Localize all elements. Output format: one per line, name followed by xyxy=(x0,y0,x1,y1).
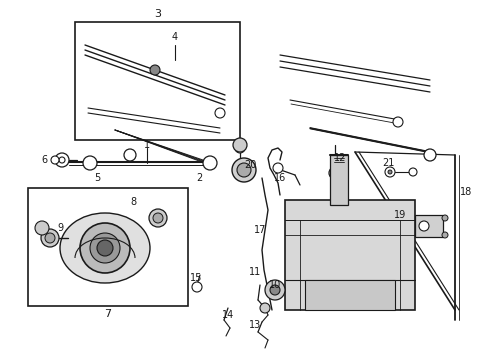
Text: 18: 18 xyxy=(460,187,472,197)
Circle shape xyxy=(265,280,285,300)
Bar xyxy=(330,155,348,205)
Circle shape xyxy=(80,223,130,273)
Bar xyxy=(305,280,395,310)
Text: 6: 6 xyxy=(41,155,47,165)
Circle shape xyxy=(203,156,217,170)
Circle shape xyxy=(233,138,247,152)
Bar xyxy=(415,215,443,237)
Circle shape xyxy=(419,221,429,231)
Bar xyxy=(75,22,240,140)
Text: 21: 21 xyxy=(382,158,394,168)
Circle shape xyxy=(90,233,120,263)
Text: 7: 7 xyxy=(104,309,112,319)
Ellipse shape xyxy=(60,213,150,283)
Circle shape xyxy=(273,163,283,173)
Text: 2: 2 xyxy=(196,173,202,183)
Text: 10: 10 xyxy=(269,280,281,290)
Text: 9: 9 xyxy=(57,223,63,233)
Circle shape xyxy=(409,168,417,176)
Circle shape xyxy=(393,117,403,127)
Bar xyxy=(28,188,188,306)
Circle shape xyxy=(59,157,65,163)
Text: 5: 5 xyxy=(94,173,100,183)
Circle shape xyxy=(235,143,245,153)
Circle shape xyxy=(385,167,395,177)
Circle shape xyxy=(35,221,49,235)
Text: 17: 17 xyxy=(254,225,266,235)
Circle shape xyxy=(238,146,242,150)
Circle shape xyxy=(124,149,136,161)
Bar xyxy=(285,200,415,310)
Text: 20: 20 xyxy=(244,160,256,170)
Text: 12: 12 xyxy=(334,153,346,163)
Text: 8: 8 xyxy=(130,197,136,207)
Text: 13: 13 xyxy=(249,320,261,330)
Text: 15: 15 xyxy=(190,273,202,283)
Circle shape xyxy=(55,153,69,167)
Circle shape xyxy=(442,232,448,238)
Circle shape xyxy=(41,229,59,247)
Text: 19: 19 xyxy=(394,210,406,220)
Circle shape xyxy=(329,167,341,179)
Circle shape xyxy=(388,170,392,174)
Circle shape xyxy=(149,209,167,227)
Text: 1: 1 xyxy=(144,140,150,150)
Circle shape xyxy=(270,285,280,295)
Text: 3: 3 xyxy=(154,9,161,19)
Circle shape xyxy=(215,108,225,118)
Circle shape xyxy=(51,156,59,164)
Circle shape xyxy=(97,240,113,256)
Text: 16: 16 xyxy=(274,173,286,183)
Circle shape xyxy=(83,156,97,170)
Circle shape xyxy=(442,215,448,221)
Text: 14: 14 xyxy=(222,310,234,320)
Circle shape xyxy=(150,65,160,75)
Circle shape xyxy=(424,149,436,161)
Circle shape xyxy=(260,303,270,313)
Circle shape xyxy=(153,213,163,223)
Circle shape xyxy=(237,163,251,177)
Circle shape xyxy=(332,170,338,176)
Circle shape xyxy=(45,233,55,243)
Circle shape xyxy=(192,282,202,292)
Text: 4: 4 xyxy=(172,32,178,42)
Text: 11: 11 xyxy=(249,267,261,277)
Circle shape xyxy=(232,158,256,182)
